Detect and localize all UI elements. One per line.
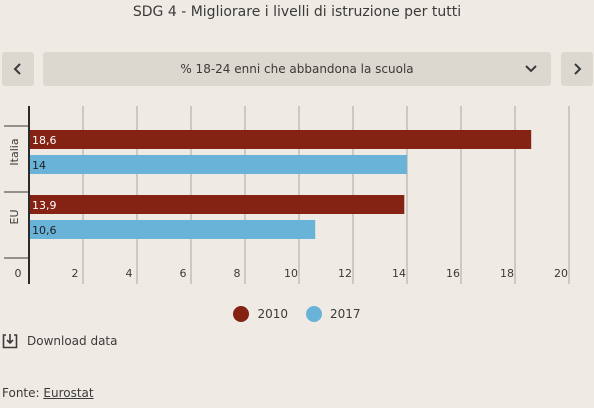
x-tick-label: 2 bbox=[72, 267, 79, 280]
category-label: Italia bbox=[8, 138, 21, 165]
x-tick-label: 6 bbox=[180, 267, 187, 280]
legend-item-2017[interactable]: 2017 bbox=[306, 306, 361, 322]
x-tick-label: 10 bbox=[284, 267, 298, 280]
chart-title: SDG 4 - Migliorare i livelli di istruzio… bbox=[132, 4, 462, 20]
x-tick-label: 8 bbox=[234, 267, 241, 280]
bar bbox=[30, 220, 316, 239]
source-link[interactable]: Eurostat bbox=[43, 386, 94, 400]
data-label: 10,6 bbox=[32, 224, 57, 237]
x-tick-label: 20 bbox=[554, 267, 568, 280]
x-tick-label: 14 bbox=[392, 267, 406, 280]
x-tick-label: 12 bbox=[338, 267, 352, 280]
chevron-right-icon bbox=[574, 63, 582, 75]
prev-button[interactable] bbox=[2, 52, 34, 86]
legend-label-2017: 2017 bbox=[330, 307, 361, 321]
chevron-left-icon bbox=[13, 63, 21, 75]
bar bbox=[30, 130, 532, 149]
legend-label-2010: 2010 bbox=[257, 307, 288, 321]
next-button[interactable] bbox=[561, 52, 593, 86]
legend-swatch-2017 bbox=[306, 306, 322, 322]
category-label: EU bbox=[8, 209, 21, 224]
bar bbox=[30, 195, 405, 214]
x-tick-label: 4 bbox=[126, 267, 133, 280]
data-label: 14 bbox=[32, 159, 46, 172]
indicator-select-value: % 18-24 enni che abbandona la scuola bbox=[180, 62, 414, 76]
indicator-select[interactable]: % 18-24 enni che abbandona la scuola bbox=[43, 52, 551, 86]
legend-swatch-2010 bbox=[233, 306, 250, 322]
data-label: 13,9 bbox=[32, 199, 57, 212]
legend-item-2010[interactable]: 2010 bbox=[233, 306, 288, 322]
legend: 2010 2017 bbox=[0, 305, 594, 323]
download-icon bbox=[2, 334, 18, 349]
download-data-button[interactable]: Download data bbox=[2, 333, 118, 349]
data-label: 18,6 bbox=[32, 134, 57, 147]
download-data-label: Download data bbox=[27, 334, 118, 348]
source-prefix: Fonte: bbox=[2, 386, 44, 400]
bar-chart: 0 2 4 6 8 10 12 14 16 18 20 Italia 18,6 14 EU 13,9 10,6 bbox=[4, 106, 570, 284]
chevron-down-icon bbox=[525, 65, 537, 73]
x-tick-label: 16 bbox=[446, 267, 460, 280]
x-tick-label: 18 bbox=[500, 267, 514, 280]
bar bbox=[30, 155, 407, 174]
x-tick-label: 0 bbox=[15, 267, 22, 280]
source-note: Fonte: Eurostat bbox=[2, 386, 94, 400]
